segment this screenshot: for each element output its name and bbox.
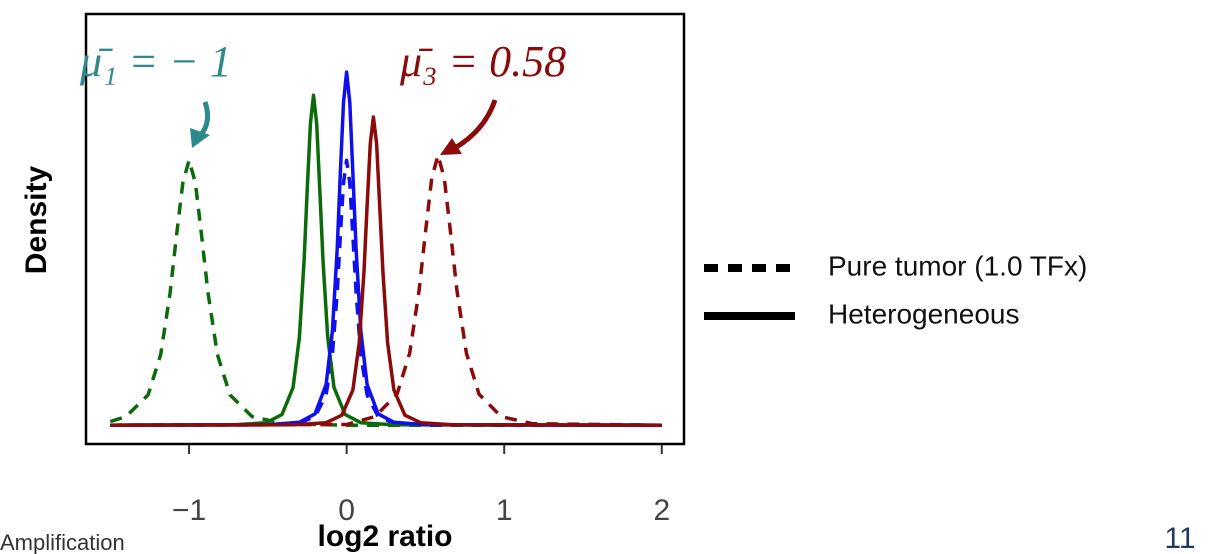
legend-label: Pure tumor (1.0 TFx) (828, 250, 1087, 281)
density-line (110, 158, 662, 427)
x-tick-label: 1 (496, 494, 513, 527)
plot-frame (84, 12, 686, 446)
legend-label: Heterogeneous (828, 298, 1019, 329)
arrow (453, 99, 498, 151)
density-line (110, 153, 662, 427)
density-line (109, 158, 662, 427)
x-axis-label: log2 ratio (317, 520, 452, 553)
x-tick-label: 0 (338, 494, 355, 527)
curves (109, 70, 662, 427)
arrow (198, 101, 211, 138)
arrow-head (190, 128, 210, 148)
x-tick-label: 2 (653, 494, 670, 527)
arrow-head (440, 138, 462, 155)
y-axis-label: Density (20, 166, 53, 275)
x-tick-label: −1 (172, 494, 206, 527)
density-line (110, 115, 662, 427)
annotation: μ̄₁ = − 1 (79, 37, 232, 86)
annotation: μ̄₃ = 0.58 (399, 37, 566, 86)
density-line (110, 93, 662, 427)
density-line (110, 70, 662, 427)
section-label: Amplification (0, 530, 125, 554)
page-number: 11 (1164, 522, 1195, 554)
